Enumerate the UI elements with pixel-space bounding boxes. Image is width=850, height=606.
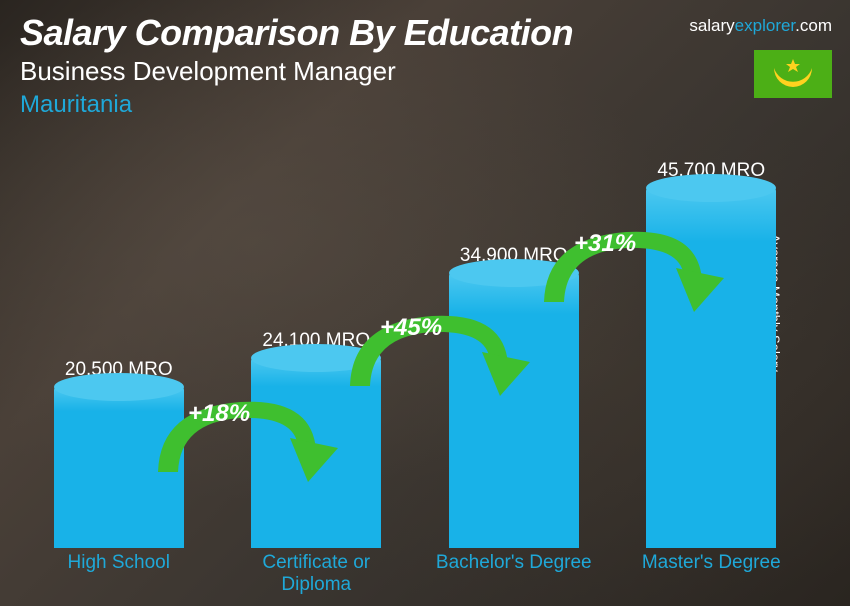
flag-bg [754, 50, 832, 98]
bar-label: Certificate or Diploma [228, 548, 406, 596]
bar-label: Bachelor's Degree [425, 548, 603, 596]
site-logo: salaryexplorer.com [689, 16, 832, 36]
bar-top-cap [54, 373, 184, 401]
increase-pct: +31% [574, 230, 636, 258]
bar-slot: 34,900 MRO [425, 245, 603, 548]
bar-top-cap [646, 174, 776, 202]
bar [54, 387, 184, 548]
bar-top-cap [251, 344, 381, 372]
bar-slot: 24,100 MRO [228, 330, 406, 548]
bars-container: 20,500 MRO24,100 MRO34,900 MRO45,700 MRO [30, 140, 800, 548]
bar [251, 358, 381, 548]
increase-pct: +45% [380, 314, 442, 342]
increase-pct: +18% [188, 400, 250, 428]
bar-slot: 20,500 MRO [30, 359, 208, 548]
subtitle: Business Development Manager [20, 56, 830, 87]
country-flag [754, 50, 832, 98]
salary-chart: 20,500 MRO24,100 MRO34,900 MRO45,700 MRO… [30, 140, 800, 596]
labels-container: High School Certificate or Diploma Bachelo… [30, 548, 800, 596]
logo-prefix: salary [689, 16, 734, 35]
country: Mauritania [20, 91, 830, 119]
bar-top-cap [449, 259, 579, 287]
bar-slot: 45,700 MRO [623, 160, 801, 548]
logo-accent: explorer [735, 16, 795, 35]
bar-label: High School [30, 548, 208, 596]
bar-label: Master's Degree [623, 548, 801, 596]
logo-suffix: .com [795, 16, 832, 35]
bar [449, 273, 579, 548]
bar [646, 188, 776, 548]
